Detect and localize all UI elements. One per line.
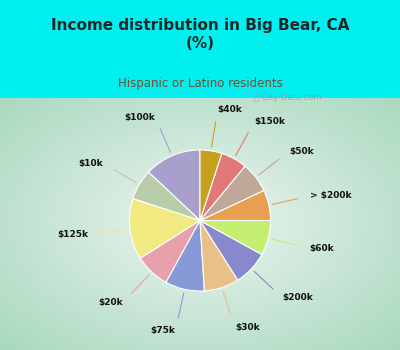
Wedge shape xyxy=(200,220,270,254)
Text: $150k: $150k xyxy=(254,117,285,126)
Text: $200k: $200k xyxy=(282,293,313,302)
Text: > $200k: > $200k xyxy=(310,191,352,201)
Wedge shape xyxy=(200,166,264,220)
Text: $10k: $10k xyxy=(78,159,103,168)
Wedge shape xyxy=(133,172,200,220)
Text: $125k: $125k xyxy=(57,230,88,239)
Text: $30k: $30k xyxy=(235,323,260,332)
Text: ⓘ City-Data.com: ⓘ City-Data.com xyxy=(254,93,322,102)
Wedge shape xyxy=(200,190,270,220)
Text: Income distribution in Big Bear, CA
(%): Income distribution in Big Bear, CA (%) xyxy=(51,18,349,51)
Wedge shape xyxy=(130,199,200,258)
Text: $50k: $50k xyxy=(289,147,314,156)
Wedge shape xyxy=(148,150,200,220)
Wedge shape xyxy=(200,150,222,220)
Wedge shape xyxy=(200,220,238,291)
Wedge shape xyxy=(166,220,204,291)
Wedge shape xyxy=(200,220,262,280)
Wedge shape xyxy=(140,220,200,282)
Text: $60k: $60k xyxy=(309,244,334,253)
Text: $20k: $20k xyxy=(98,298,123,307)
Text: $100k: $100k xyxy=(124,113,155,121)
Text: Hispanic or Latino residents: Hispanic or Latino residents xyxy=(118,77,282,90)
Wedge shape xyxy=(200,153,245,220)
Text: $40k: $40k xyxy=(218,105,242,114)
Text: $75k: $75k xyxy=(150,326,176,335)
